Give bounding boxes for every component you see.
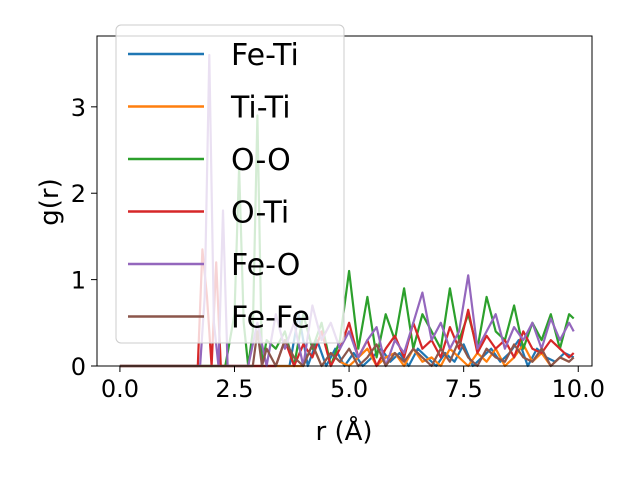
y-tick-label: 3	[71, 94, 86, 122]
x-axis-ticks: 0.0 2.5 5.0 7.5 10.0	[101, 366, 605, 403]
legend-entry-label: Fe-Fe	[231, 301, 310, 336]
x-tick-label: 5.0	[330, 375, 368, 403]
y-tick-label: 0	[71, 353, 86, 381]
x-tick-label: 10.0	[552, 375, 605, 403]
legend-entry-label: O-O	[231, 143, 291, 178]
legend-entry-label: O-Ti	[231, 196, 289, 231]
x-axis-label: r (Å)	[315, 415, 372, 447]
x-tick-label: 0.0	[101, 375, 139, 403]
y-axis-label: g(r)	[35, 178, 65, 225]
y-axis-ticks: 0 1 2 3	[71, 94, 97, 381]
y-tick-label: 1	[71, 267, 86, 295]
legend-entry-label: Fe-O	[231, 248, 300, 283]
legend-entry-label: Ti-Ti	[230, 91, 291, 126]
x-tick-label: 2.5	[215, 375, 253, 403]
legend-entry-label: Fe-Ti	[231, 38, 299, 73]
y-tick-label: 2	[71, 180, 86, 208]
legend: Fe-Ti Ti-Ti O-O O-Ti Fe-O Fe-Fe	[115, 24, 345, 344]
legend-box	[115, 24, 345, 344]
series-line-5	[119, 330, 575, 368]
x-tick-label: 7.5	[445, 375, 483, 403]
